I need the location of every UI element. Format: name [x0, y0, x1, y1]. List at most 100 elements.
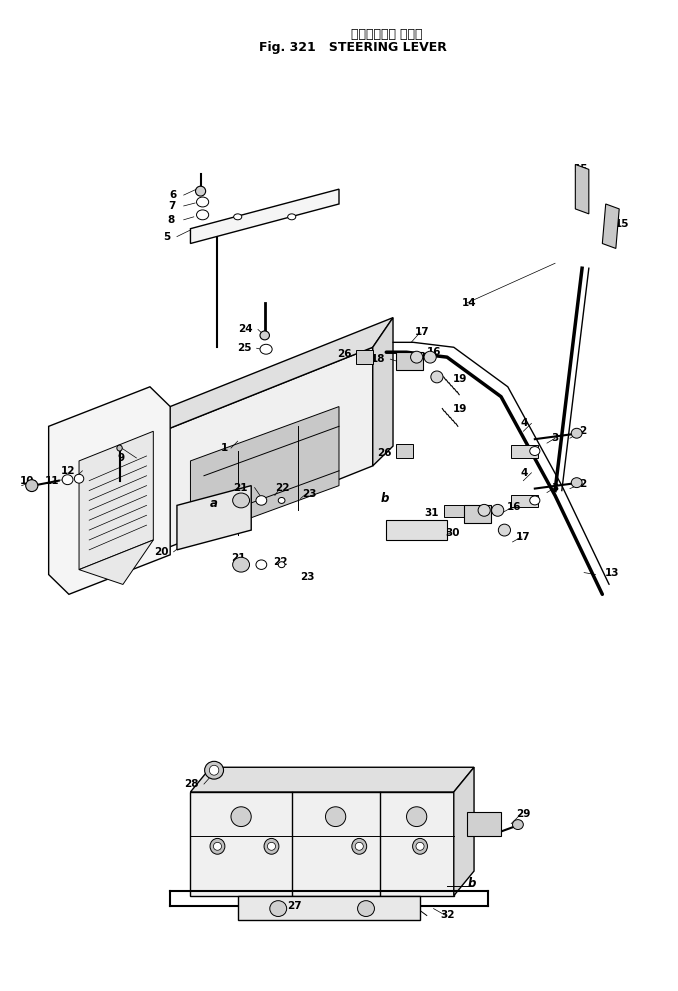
- Ellipse shape: [75, 475, 84, 484]
- Text: 30: 30: [445, 528, 460, 538]
- Text: 3: 3: [552, 483, 559, 493]
- Bar: [386, 520, 447, 540]
- Text: b: b: [468, 877, 476, 890]
- Ellipse shape: [231, 807, 252, 826]
- Ellipse shape: [572, 428, 582, 438]
- Ellipse shape: [117, 445, 122, 451]
- Ellipse shape: [492, 504, 504, 516]
- Ellipse shape: [26, 480, 38, 492]
- Polygon shape: [191, 189, 339, 244]
- Ellipse shape: [210, 838, 225, 854]
- Bar: [397, 444, 414, 458]
- Text: 25: 25: [237, 343, 252, 353]
- Text: 17: 17: [516, 532, 530, 542]
- Polygon shape: [49, 386, 170, 595]
- Text: 16: 16: [426, 347, 441, 357]
- Text: 3: 3: [552, 433, 559, 443]
- Ellipse shape: [513, 820, 523, 829]
- Bar: [511, 445, 538, 458]
- Text: 12: 12: [61, 466, 76, 476]
- Text: 5: 5: [163, 232, 170, 242]
- Ellipse shape: [267, 842, 275, 850]
- Text: 1: 1: [220, 443, 228, 453]
- Text: 21: 21: [233, 483, 248, 493]
- Text: 19: 19: [452, 374, 467, 384]
- Text: 31: 31: [424, 508, 439, 518]
- Text: 26: 26: [337, 349, 351, 359]
- Text: ステアリング レバー: ステアリング レバー: [351, 28, 422, 41]
- Text: 21: 21: [231, 553, 246, 563]
- Text: 24: 24: [238, 324, 253, 335]
- Polygon shape: [191, 767, 474, 792]
- Ellipse shape: [233, 557, 250, 572]
- Text: 9: 9: [118, 453, 125, 463]
- Ellipse shape: [256, 496, 266, 505]
- Ellipse shape: [197, 197, 209, 207]
- Ellipse shape: [256, 560, 266, 570]
- Ellipse shape: [355, 842, 363, 850]
- Ellipse shape: [424, 351, 436, 363]
- Text: 13: 13: [604, 568, 619, 578]
- Text: 22: 22: [273, 557, 287, 567]
- Ellipse shape: [205, 761, 224, 779]
- Polygon shape: [191, 792, 454, 896]
- Ellipse shape: [278, 497, 285, 503]
- Bar: [511, 495, 538, 507]
- Text: 32: 32: [440, 911, 455, 921]
- Ellipse shape: [413, 838, 427, 854]
- Ellipse shape: [530, 496, 540, 504]
- Text: b: b: [381, 492, 389, 505]
- Ellipse shape: [411, 351, 422, 363]
- Text: 4: 4: [521, 468, 528, 478]
- Ellipse shape: [278, 562, 285, 568]
- Bar: [356, 350, 373, 364]
- Ellipse shape: [498, 524, 511, 536]
- Polygon shape: [238, 896, 420, 921]
- Ellipse shape: [407, 807, 426, 826]
- Text: 10: 10: [20, 476, 35, 486]
- Text: 2: 2: [579, 426, 586, 436]
- Text: 14: 14: [462, 298, 477, 308]
- Ellipse shape: [416, 842, 424, 850]
- Text: 29: 29: [516, 809, 530, 819]
- Text: 7: 7: [168, 201, 176, 211]
- Ellipse shape: [572, 478, 582, 488]
- Text: 23: 23: [300, 572, 315, 582]
- Text: 18: 18: [370, 354, 385, 364]
- Ellipse shape: [260, 344, 272, 354]
- Text: 20: 20: [155, 547, 169, 557]
- Polygon shape: [191, 406, 339, 540]
- Text: 22: 22: [275, 483, 290, 493]
- Text: 19: 19: [452, 403, 467, 413]
- Text: 15: 15: [614, 219, 629, 229]
- Polygon shape: [177, 486, 252, 550]
- Text: 26: 26: [377, 448, 392, 458]
- Polygon shape: [602, 204, 619, 249]
- Text: 15: 15: [574, 165, 589, 174]
- Ellipse shape: [270, 901, 287, 917]
- Ellipse shape: [352, 838, 367, 854]
- Polygon shape: [79, 431, 153, 570]
- Bar: [397, 352, 423, 370]
- Ellipse shape: [264, 838, 279, 854]
- Text: 2: 2: [579, 479, 586, 489]
- Polygon shape: [150, 318, 393, 436]
- Polygon shape: [79, 540, 153, 585]
- Text: 27: 27: [287, 901, 302, 911]
- Polygon shape: [576, 165, 589, 214]
- Ellipse shape: [260, 331, 269, 340]
- Bar: [443, 505, 464, 517]
- Ellipse shape: [287, 214, 296, 220]
- Text: 8: 8: [167, 215, 174, 225]
- Text: 11: 11: [45, 476, 60, 486]
- Ellipse shape: [210, 765, 219, 775]
- Bar: [464, 505, 491, 523]
- Polygon shape: [150, 347, 373, 555]
- Ellipse shape: [197, 210, 209, 220]
- Text: 18: 18: [464, 512, 478, 522]
- Ellipse shape: [195, 186, 205, 196]
- Text: 16: 16: [506, 502, 521, 512]
- Bar: [467, 812, 501, 836]
- Ellipse shape: [214, 842, 222, 850]
- Ellipse shape: [478, 504, 490, 516]
